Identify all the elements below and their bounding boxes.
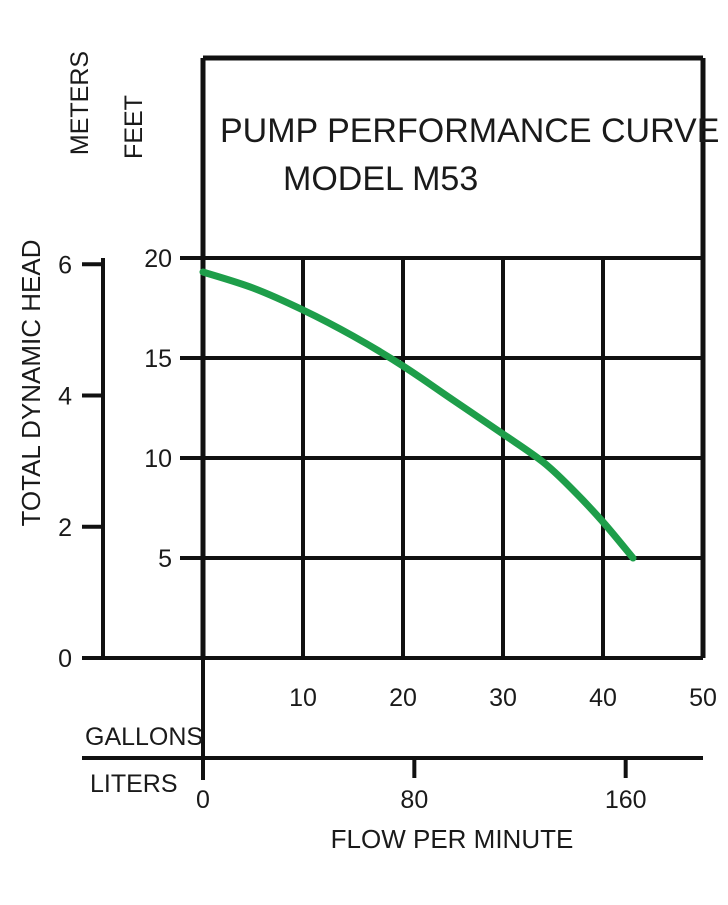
feet-tick-label: 15 — [144, 345, 172, 373]
gallons-unit-label: GALLONS — [85, 723, 203, 751]
gallons-tick-label: 10 — [289, 684, 317, 712]
y-axis-title: TOTAL DYNAMIC HEAD — [16, 239, 46, 526]
feet-tick-label: 5 — [158, 545, 172, 573]
x-axis-title: FLOW PER MINUTE — [331, 824, 574, 854]
feet-unit-label: FEET — [120, 95, 148, 159]
gallons-tick-label: 20 — [389, 684, 417, 712]
meters-tick-label: 6 — [58, 251, 72, 279]
meters-tick-label: 2 — [58, 514, 72, 542]
meters-tick-label: 0 — [58, 645, 72, 673]
gallons-tick-label: 50 — [689, 684, 717, 712]
chart-series — [199, 268, 637, 562]
feet-tick-label: 10 — [144, 445, 172, 473]
meters-tick-label: 4 — [58, 383, 72, 411]
liters-tick-label: 160 — [605, 786, 647, 814]
gallons-tick-label: 30 — [489, 684, 517, 712]
liters-unit-label: LITERS — [90, 770, 178, 798]
meters-unit-label: METERS — [66, 51, 94, 155]
liters-tick-label: 0 — [196, 786, 210, 814]
feet-tick-label: 20 — [144, 245, 172, 273]
gallons-tick-label: 40 — [589, 684, 617, 712]
chart-grid — [82, 55, 706, 780]
liters-tick-label: 80 — [400, 786, 428, 814]
chart-subtitle: MODEL M53 — [283, 160, 478, 198]
chart-ticks: 0 2 4 6 5 10 15 20 10 20 30 40 50 0 80 160 — [58, 245, 717, 814]
chart-title: PUMP PERFORMANCE CURVE — [220, 112, 719, 150]
performance-curve-line — [199, 268, 637, 562]
chart-labels: PUMP PERFORMANCE CURVE MODEL M53 TOTAL D… — [16, 51, 719, 854]
